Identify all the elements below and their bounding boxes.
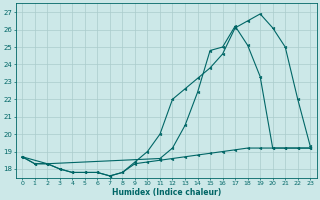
X-axis label: Humidex (Indice chaleur): Humidex (Indice chaleur) — [112, 188, 221, 197]
